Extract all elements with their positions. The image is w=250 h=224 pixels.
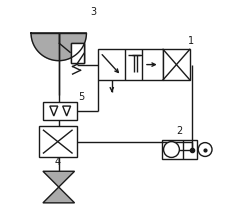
Bar — [98, 49, 162, 80]
Text: 4: 4 — [55, 157, 61, 167]
Text: 3: 3 — [90, 7, 96, 17]
Polygon shape — [31, 33, 86, 61]
Text: 2: 2 — [176, 126, 182, 136]
Text: 5: 5 — [78, 92, 85, 102]
Bar — [70, 43, 85, 63]
Bar — [39, 126, 76, 157]
Bar — [162, 49, 190, 80]
Bar — [162, 140, 197, 159]
Text: 1: 1 — [188, 36, 194, 46]
Bar — [43, 102, 76, 120]
Polygon shape — [43, 187, 74, 203]
Circle shape — [164, 142, 180, 157]
Polygon shape — [43, 171, 74, 187]
Bar — [70, 43, 85, 63]
Circle shape — [198, 143, 212, 156]
